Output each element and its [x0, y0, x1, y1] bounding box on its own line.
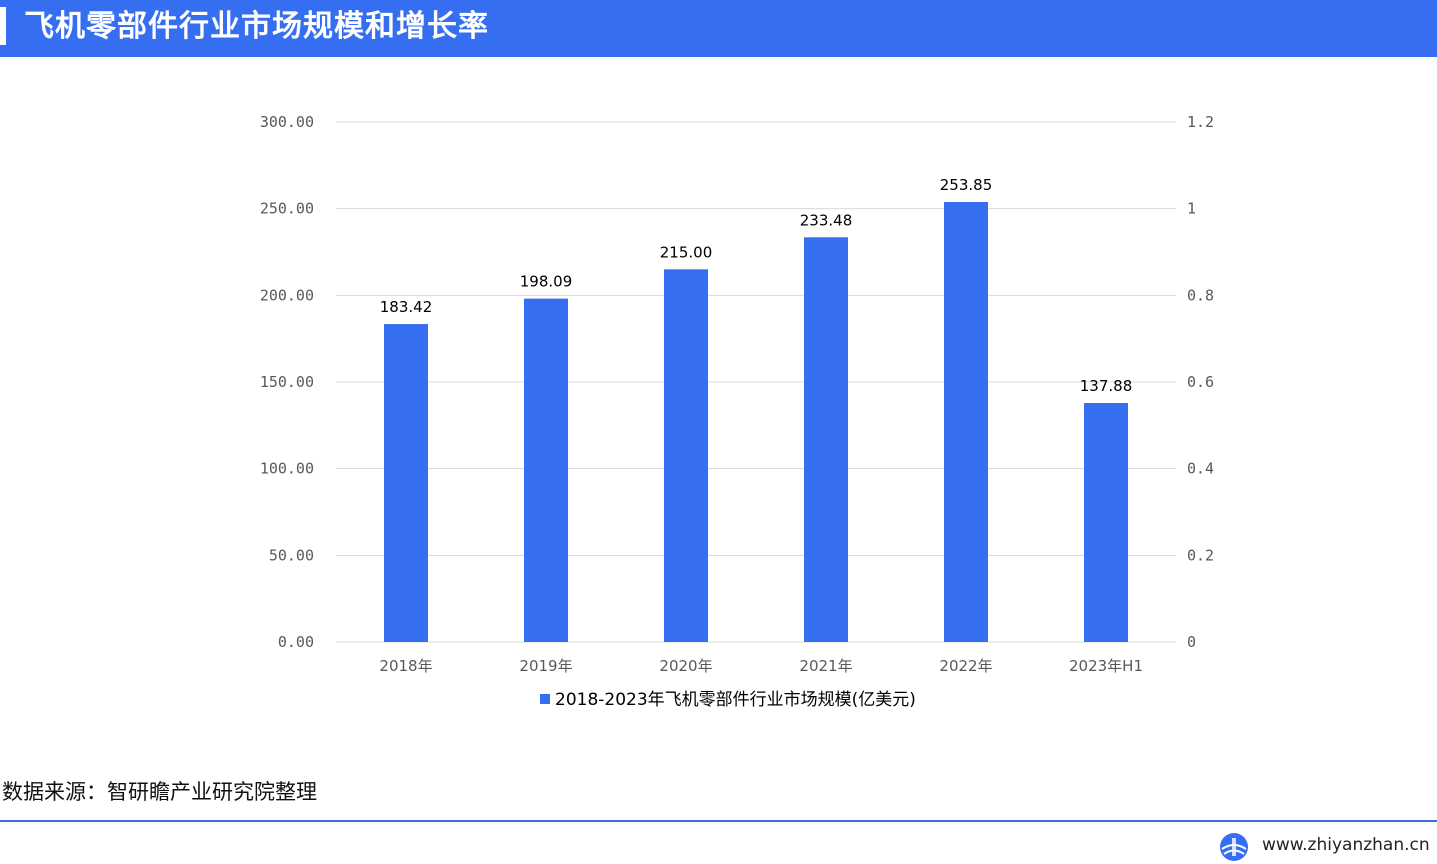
source-note: 数据来源：智研瞻产业研究院整理	[2, 780, 317, 804]
y-left-tick-label: 200.00	[260, 286, 314, 304]
y-right-tick-label: 0.8	[1187, 286, 1214, 304]
x-tick-label: 2021年	[799, 657, 852, 675]
y-left-tick-label: 0.00	[278, 633, 314, 651]
y-right-tick-label: 0.6	[1187, 373, 1214, 391]
footer-divider	[0, 820, 1437, 822]
legend-swatch	[540, 694, 550, 704]
x-tick-label: 2022年	[939, 657, 992, 675]
y-left-tick-label: 150.00	[260, 373, 314, 391]
data-label: 233.48	[800, 211, 853, 229]
globe-logo-icon	[1220, 833, 1248, 861]
x-tick-label: 2020年	[659, 657, 712, 675]
y-right-tick-label: 1.2	[1187, 113, 1214, 131]
data-label: 198.09	[520, 273, 573, 291]
bar	[664, 269, 708, 642]
bar	[1084, 403, 1128, 642]
bar	[944, 201, 988, 642]
data-label: 253.85	[940, 176, 993, 194]
bar	[524, 298, 568, 642]
x-tick-label: 2018年	[379, 657, 432, 675]
y-right-tick-label: 0.2	[1187, 546, 1214, 564]
data-label: 137.88	[1080, 377, 1133, 395]
x-tick-label: 2019年	[519, 657, 572, 675]
legend-label: 2018-2023年飞机零部件行业市场规模(亿美元)	[555, 690, 916, 710]
y-right-tick-label: 0.4	[1187, 460, 1214, 478]
x-tick-label: 2023年H1	[1069, 657, 1143, 675]
y-right-tick-label: 1	[1187, 200, 1196, 218]
y-left-tick-label: 250.00	[260, 200, 314, 218]
page-title: 飞机零部件行业市场规模和增长率	[24, 9, 489, 44]
bar	[804, 237, 848, 642]
y-left-tick-label: 100.00	[260, 460, 314, 478]
website-link[interactable]: www.zhiyanzhan.cn	[1262, 835, 1430, 855]
y-left-tick-label: 300.00	[260, 113, 314, 131]
data-label: 183.42	[380, 298, 433, 316]
y-right-tick-label: 0	[1187, 633, 1196, 651]
title-banner: 飞机零部件行业市场规模和增长率	[0, 0, 1437, 57]
data-label: 215.00	[660, 243, 713, 261]
y-left-tick-label: 50.00	[269, 546, 314, 564]
bar	[384, 324, 428, 642]
title-accent-bar	[0, 7, 6, 45]
